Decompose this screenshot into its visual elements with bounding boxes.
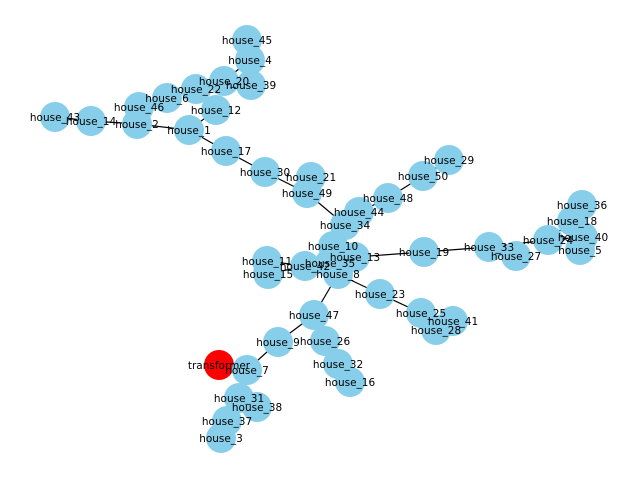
node-label-house_15: house_15 [243,269,293,281]
node-label-house_1: house_1 [167,125,211,137]
node-label-house_19: house_19 [399,247,449,259]
node-label-house_39: house_39 [226,80,276,92]
node-label-house_45: house_45 [222,35,272,47]
node-label-house_37: house_37 [202,416,252,428]
node-label-house_47: house_47 [289,310,339,322]
node-label-house_3: house_3 [199,433,243,445]
node-label-house_8: house_8 [316,269,360,281]
node-label-house_4: house_4 [228,55,272,67]
node-label-house_28: house_28 [411,325,461,337]
node-label-house_36: house_36 [557,200,608,212]
node-label-house_40: house_40 [558,232,608,244]
node-label-house_21: house_21 [286,172,336,184]
node-label-house_23: house_23 [355,289,405,301]
node-label-house_38: house_38 [232,402,282,414]
node-label-house_2: house_2 [115,119,159,131]
node-label-house_29: house_29 [424,155,474,167]
node-label-house_26: house_26 [300,336,351,348]
node-label-house_16: house_16 [325,377,376,389]
node-label-house_46: house_46 [114,102,165,114]
node-label-house_17: house_17 [201,146,251,158]
node-label-house_9: house_9 [256,337,300,349]
node-label-house_34: house_34 [320,220,371,232]
node-label-house_12: house_12 [191,105,241,117]
node-label-house_32: house_32 [313,359,363,371]
node-label-house_27: house_27 [491,251,541,263]
node-label-house_49: house_49 [282,188,332,200]
node-label-house_48: house_48 [363,193,413,205]
node-label-house_5: house_5 [558,245,602,257]
node-label-house_7: house_7 [225,365,269,377]
node-label-house_18: house_18 [547,216,597,228]
node-layer [40,25,598,453]
node-label-house_14: house_14 [66,116,117,128]
node-label-house_30: house_30 [240,167,290,179]
node-label-house_50: house_50 [398,171,448,183]
label-layer: house_45house_4house_20house_39house_22h… [30,35,608,445]
node-label-house_44: house_44 [334,207,385,219]
